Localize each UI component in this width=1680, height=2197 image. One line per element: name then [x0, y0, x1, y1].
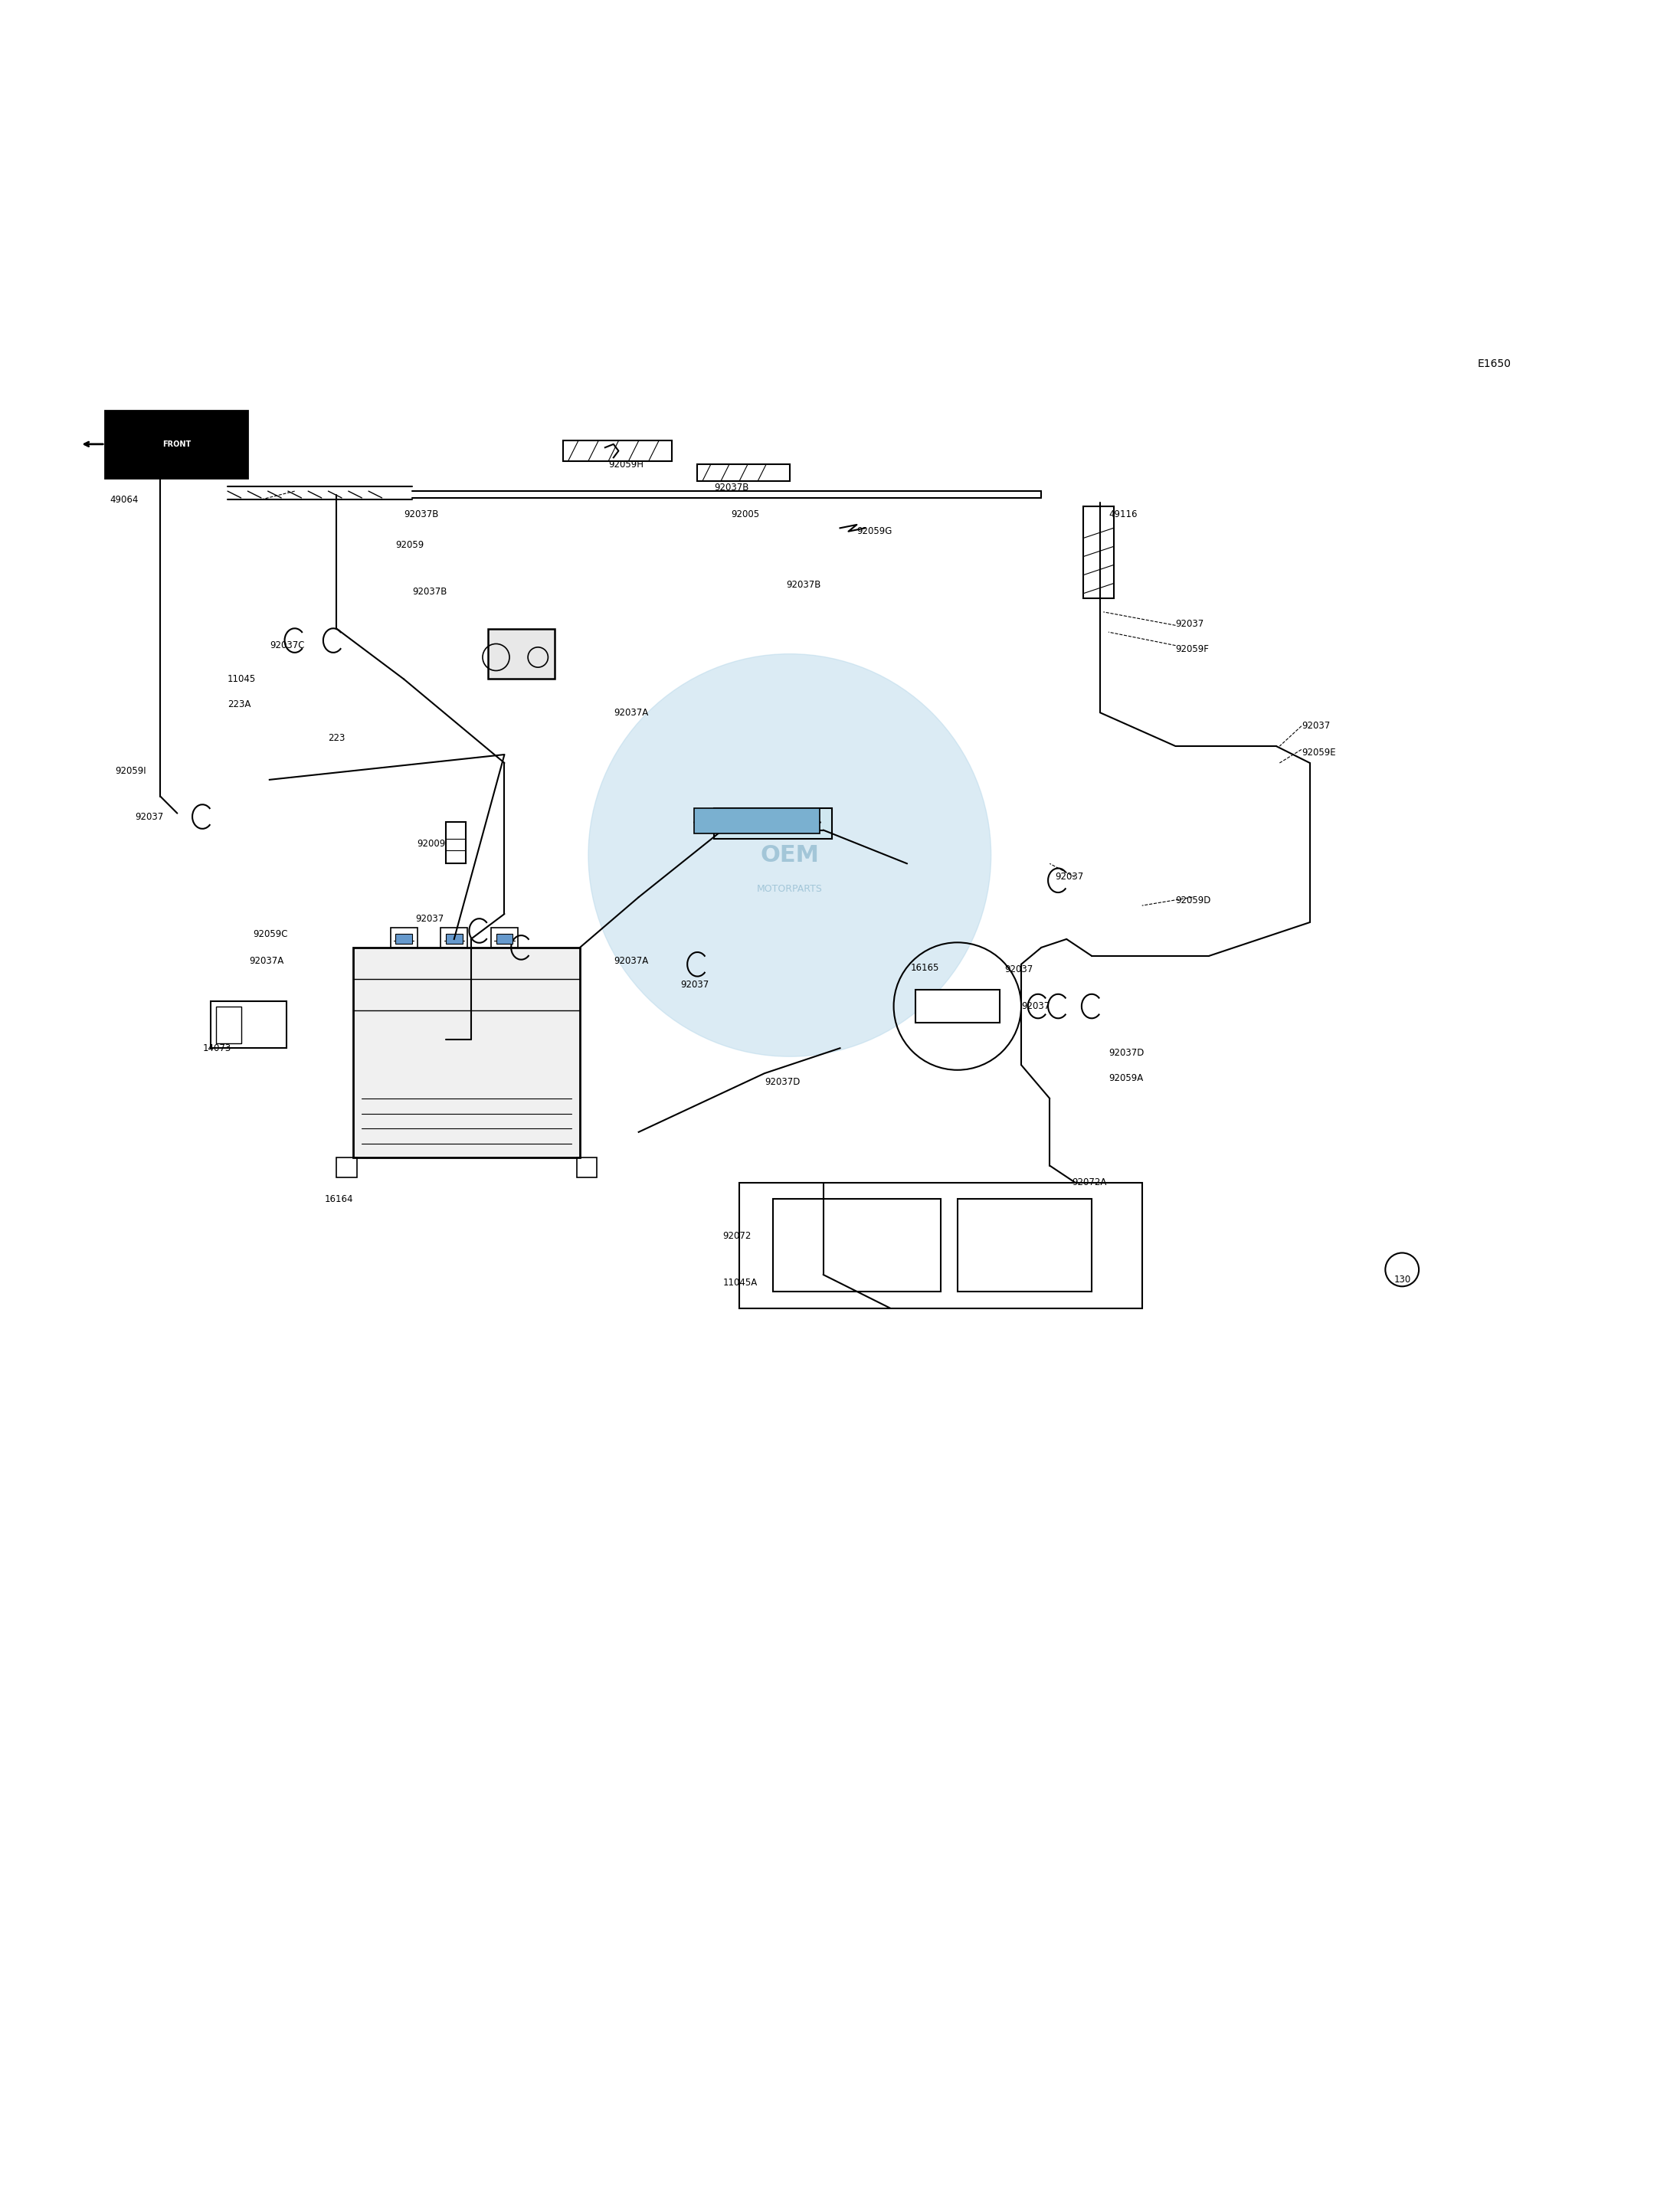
Text: FRONT: FRONT: [163, 439, 190, 448]
Bar: [445, 934, 462, 945]
Text: 92059D: 92059D: [1176, 896, 1211, 905]
Text: 92059B: 92059B: [714, 815, 749, 824]
Text: 92037B: 92037B: [786, 580, 822, 591]
Text: 11045A: 11045A: [722, 1279, 758, 1287]
Bar: [353, 947, 580, 1158]
Text: MOTORPARTS: MOTORPARTS: [756, 883, 823, 894]
Bar: [563, 442, 672, 461]
Text: 92037A: 92037A: [613, 956, 648, 967]
Text: 92037: 92037: [136, 811, 165, 822]
Text: 223A: 223A: [227, 699, 250, 710]
Text: 92037: 92037: [1302, 721, 1331, 732]
Text: 92059C: 92059C: [252, 929, 287, 938]
Text: OEM: OEM: [759, 844, 820, 866]
Text: 92037: 92037: [1005, 964, 1033, 973]
Bar: [336, 1158, 356, 1178]
Text: 92037D: 92037D: [1109, 1048, 1144, 1059]
Text: 92037: 92037: [680, 980, 709, 989]
Text: 92009: 92009: [417, 839, 445, 848]
Bar: [1084, 505, 1114, 598]
Bar: [739, 1182, 1142, 1307]
Text: 92005: 92005: [731, 510, 759, 521]
Bar: [697, 464, 790, 481]
Text: 16164: 16164: [324, 1195, 353, 1204]
Text: 92059G: 92059G: [857, 527, 892, 536]
Bar: [694, 808, 820, 833]
Text: 92037B: 92037B: [714, 483, 749, 492]
Text: 49116: 49116: [1109, 510, 1137, 521]
Bar: [576, 1158, 596, 1178]
Text: 92037C: 92037C: [269, 642, 304, 650]
Bar: [496, 934, 512, 945]
Bar: [491, 927, 517, 947]
Bar: [487, 628, 554, 679]
Text: 92059E: 92059E: [1302, 747, 1336, 758]
Bar: [210, 1002, 286, 1048]
Text: 92037: 92037: [1176, 620, 1205, 628]
Text: 223: 223: [328, 734, 346, 743]
Bar: [445, 822, 465, 863]
Text: 92059: 92059: [395, 540, 423, 549]
Text: 92037D: 92037D: [764, 1077, 800, 1088]
Bar: [958, 1200, 1092, 1292]
Text: 14073: 14073: [202, 1044, 230, 1052]
Text: 16165: 16165: [911, 962, 939, 973]
Text: 92037: 92037: [1055, 872, 1084, 881]
Text: 92037A: 92037A: [613, 707, 648, 718]
Text: 92037B: 92037B: [403, 510, 438, 521]
Bar: [215, 1006, 240, 1044]
Text: 49064: 49064: [111, 494, 139, 505]
Text: 92037A: 92037A: [249, 956, 284, 967]
Text: 92059I: 92059I: [116, 767, 146, 776]
Bar: [714, 808, 832, 839]
Text: 92037B: 92037B: [412, 587, 447, 598]
Bar: [440, 927, 467, 947]
Text: E1650: E1650: [1478, 358, 1512, 369]
Circle shape: [588, 655, 991, 1057]
Text: 92059F: 92059F: [1176, 644, 1210, 655]
Bar: [106, 411, 247, 477]
Text: 92072A: 92072A: [1072, 1178, 1107, 1186]
Text: 11045: 11045: [227, 674, 255, 683]
Text: 92059H: 92059H: [608, 459, 643, 470]
Bar: [773, 1200, 941, 1292]
Text: 92059A: 92059A: [1109, 1074, 1142, 1083]
Text: 92037: 92037: [415, 914, 444, 925]
Bar: [916, 989, 1000, 1024]
Text: 130: 130: [1394, 1274, 1411, 1285]
Bar: [390, 927, 417, 947]
Text: 92072: 92072: [722, 1230, 751, 1241]
Bar: [395, 934, 412, 945]
Text: 92037: 92037: [1021, 1002, 1050, 1011]
